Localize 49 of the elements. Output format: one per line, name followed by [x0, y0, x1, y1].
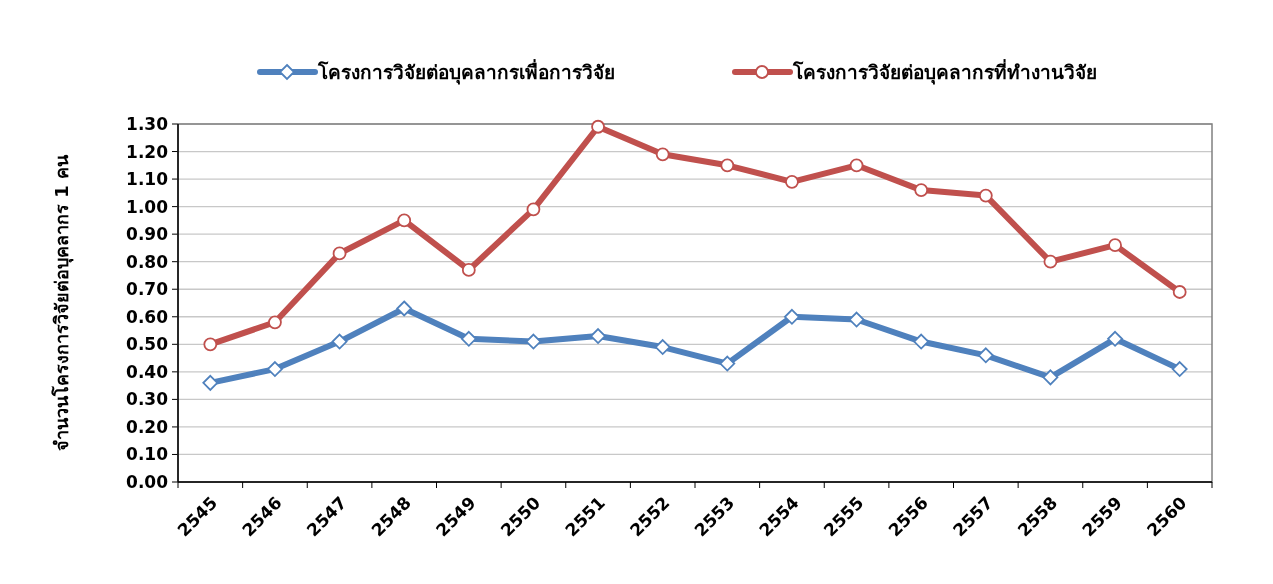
point — [1042, 369, 1059, 386]
point — [331, 333, 348, 350]
point — [977, 347, 994, 364]
point — [332, 246, 347, 261]
point — [203, 337, 218, 352]
point — [719, 355, 736, 372]
point — [461, 263, 476, 277]
point — [591, 119, 605, 134]
point — [526, 202, 541, 217]
point — [525, 333, 542, 350]
point — [913, 333, 930, 350]
y-tick-label: 0.90 — [126, 224, 169, 245]
point — [720, 158, 735, 173]
y-tick-label: 0.30 — [126, 389, 169, 410]
point — [202, 374, 219, 391]
point — [397, 213, 412, 228]
point — [784, 308, 800, 325]
point — [396, 300, 413, 317]
y-tick-label: 0.70 — [126, 279, 169, 300]
y-tick-label: 0.00 — [126, 472, 169, 492]
legend-label: โครงการวิจัยต่อบุคลากรเพื่อการวิจัย — [317, 59, 615, 85]
y-tick-label: 1.20 — [126, 141, 169, 162]
point — [268, 315, 282, 330]
y-tick-label: 0.10 — [126, 444, 169, 465]
y-tick-label: 0.50 — [126, 334, 169, 355]
y-tick-label: 0.20 — [126, 416, 169, 437]
y-tick-label: 0.40 — [126, 361, 169, 382]
y-tick-label: 0.60 — [126, 306, 169, 327]
point — [1172, 285, 1187, 299]
point — [978, 188, 993, 203]
point — [654, 339, 671, 355]
y-tick-label: 0.80 — [126, 251, 169, 272]
point — [1108, 238, 1122, 253]
point — [849, 158, 864, 173]
point — [1107, 330, 1123, 347]
y-axis-title: จำนวนโครงการวิจัยต่อบุคลากร 1 คน — [51, 153, 74, 452]
point — [460, 330, 477, 347]
legend-label: โครงการวิจัยต่อบุคลากรที่ทำงานวิจัย — [792, 59, 1097, 85]
point — [590, 328, 606, 344]
point — [914, 183, 929, 197]
y-tick-label: 1.30 — [126, 114, 169, 134]
y-tick-label: 1.00 — [126, 196, 169, 217]
point — [1171, 361, 1188, 377]
point — [655, 147, 670, 162]
point — [848, 311, 865, 328]
point — [267, 361, 283, 377]
y-tick-label: 1.10 — [126, 169, 169, 190]
point — [785, 174, 799, 189]
point — [1043, 254, 1058, 269]
